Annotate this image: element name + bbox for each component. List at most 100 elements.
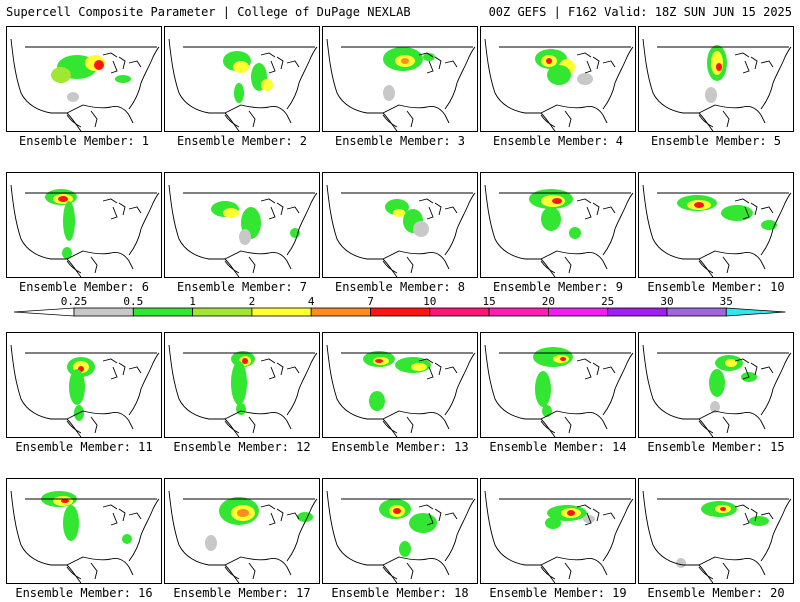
- color-scale-segment: [666, 307, 727, 317]
- coastline-border: [642, 490, 792, 583]
- coastline-border: [576, 504, 616, 526]
- scp-contour: [716, 63, 722, 71]
- scp-contour: [721, 205, 753, 221]
- scp-contour: [69, 369, 85, 405]
- scp-contour: [67, 92, 79, 102]
- coastline-border: [418, 358, 458, 380]
- coastline-border: [642, 38, 792, 131]
- coastline-border: [224, 416, 256, 434]
- map-frame: [322, 26, 478, 132]
- map-canvas: [10, 344, 160, 437]
- map-frame: [480, 26, 636, 132]
- map-frame: [6, 332, 162, 438]
- map-canvas: [642, 38, 792, 131]
- coastline-border: [734, 52, 774, 74]
- map-canvas: [326, 38, 476, 131]
- map-frame: [480, 172, 636, 278]
- coastline-border: [382, 416, 414, 434]
- scp-contour: [547, 65, 571, 85]
- scp-contour: [233, 61, 249, 73]
- ensemble-member-caption: Ensemble Member: 8: [334, 280, 466, 294]
- map-frame: [164, 26, 320, 132]
- coastline-border: [260, 52, 300, 74]
- coastline-border: [224, 562, 256, 580]
- ensemble-member-map: Ensemble Member: 1: [6, 26, 162, 150]
- coastline-border: [326, 38, 476, 131]
- coastline-border: [66, 110, 98, 128]
- map-canvas: [642, 490, 792, 583]
- map-frame: [638, 332, 794, 438]
- coastline-border: [10, 184, 160, 277]
- scp-contour: [223, 208, 239, 218]
- map-frame: [6, 26, 162, 132]
- color-scale-tick-label: 2: [249, 295, 256, 308]
- map-frame: [638, 172, 794, 278]
- valid-time-title: 00Z GEFS | F162 Valid: 18Z SUN JUN 15 20…: [488, 5, 792, 19]
- scp-contour: [234, 83, 244, 103]
- map-title: Supercell Composite Parameter | College …: [6, 5, 411, 19]
- scp-contour: [63, 201, 75, 241]
- ensemble-member-map: Ensemble Member: 4: [480, 26, 636, 150]
- coastline-border: [540, 256, 572, 274]
- ensemble-member-caption: Ensemble Member: 20: [647, 586, 785, 600]
- map-frame: [164, 478, 320, 584]
- coastline-border: [10, 490, 160, 583]
- color-scale-legend: 0.25 0.5 1 2 4 7 10 15 20 25 30 35: [0, 294, 800, 320]
- scp-contour: [720, 507, 726, 511]
- coastline-border: [102, 52, 142, 74]
- coastline-border: [168, 184, 318, 277]
- coastline-border: [168, 344, 318, 437]
- coastline-border: [484, 344, 634, 437]
- color-scale-lower-arrow: [13, 307, 75, 317]
- color-scale-segment: [310, 307, 371, 317]
- coastline-border: [326, 490, 476, 583]
- color-scale-tick-label: 7: [367, 295, 374, 308]
- coastline-border: [260, 198, 300, 220]
- map-canvas: [484, 38, 634, 131]
- coastline-border: [168, 38, 318, 131]
- color-scale-segment: [488, 307, 549, 317]
- color-scale-tick-label: 25: [601, 295, 614, 308]
- coastline-border: [484, 38, 634, 131]
- color-scale-segment: [132, 307, 194, 317]
- map-canvas: [484, 344, 634, 437]
- scp-contour: [62, 247, 72, 259]
- scp-contour: [535, 371, 551, 407]
- coastline-border: [326, 184, 476, 277]
- ensemble-member-map: Ensemble Member: 11: [6, 332, 162, 456]
- coastline-border: [66, 562, 98, 580]
- color-scale-tick-label: 0.5: [123, 295, 143, 308]
- scp-contour: [261, 79, 273, 91]
- map-frame: [322, 172, 478, 278]
- color-scale-segment: [73, 307, 134, 317]
- coastline-border: [382, 256, 414, 274]
- color-scale-segment: [607, 307, 668, 317]
- ensemble-member-caption: Ensemble Member: 13: [331, 440, 469, 454]
- coastline-border: [642, 344, 792, 437]
- ensemble-member-caption: Ensemble Member: 18: [331, 586, 469, 600]
- color-scale-segment: [429, 307, 490, 317]
- color-scale-tick-label: 4: [308, 295, 315, 308]
- color-scale-tick-label: 10: [423, 295, 436, 308]
- ensemble-member-map: Ensemble Member: 7: [164, 172, 320, 296]
- scp-contour: [393, 508, 401, 514]
- coastline-border: [734, 198, 774, 220]
- coastline-border: [418, 504, 458, 526]
- scp-contour: [541, 207, 561, 231]
- scp-contour: [94, 60, 104, 70]
- scp-contour: [560, 357, 566, 361]
- coastline-border: [382, 562, 414, 580]
- map-canvas: [10, 490, 160, 583]
- ensemble-member-caption: Ensemble Member: 14: [489, 440, 627, 454]
- scp-contour: [710, 401, 720, 413]
- coastline-border: [540, 416, 572, 434]
- map-frame: [164, 172, 320, 278]
- ensemble-member-map: Ensemble Member: 3: [322, 26, 478, 150]
- color-scale-upper-arrow: [725, 307, 786, 317]
- map-frame: [6, 478, 162, 584]
- map-frame: [6, 172, 162, 278]
- color-scale-segment: [192, 307, 253, 317]
- scp-contour: [297, 512, 313, 522]
- color-scale-tick-label: 20: [542, 295, 555, 308]
- scp-contour: [545, 517, 561, 529]
